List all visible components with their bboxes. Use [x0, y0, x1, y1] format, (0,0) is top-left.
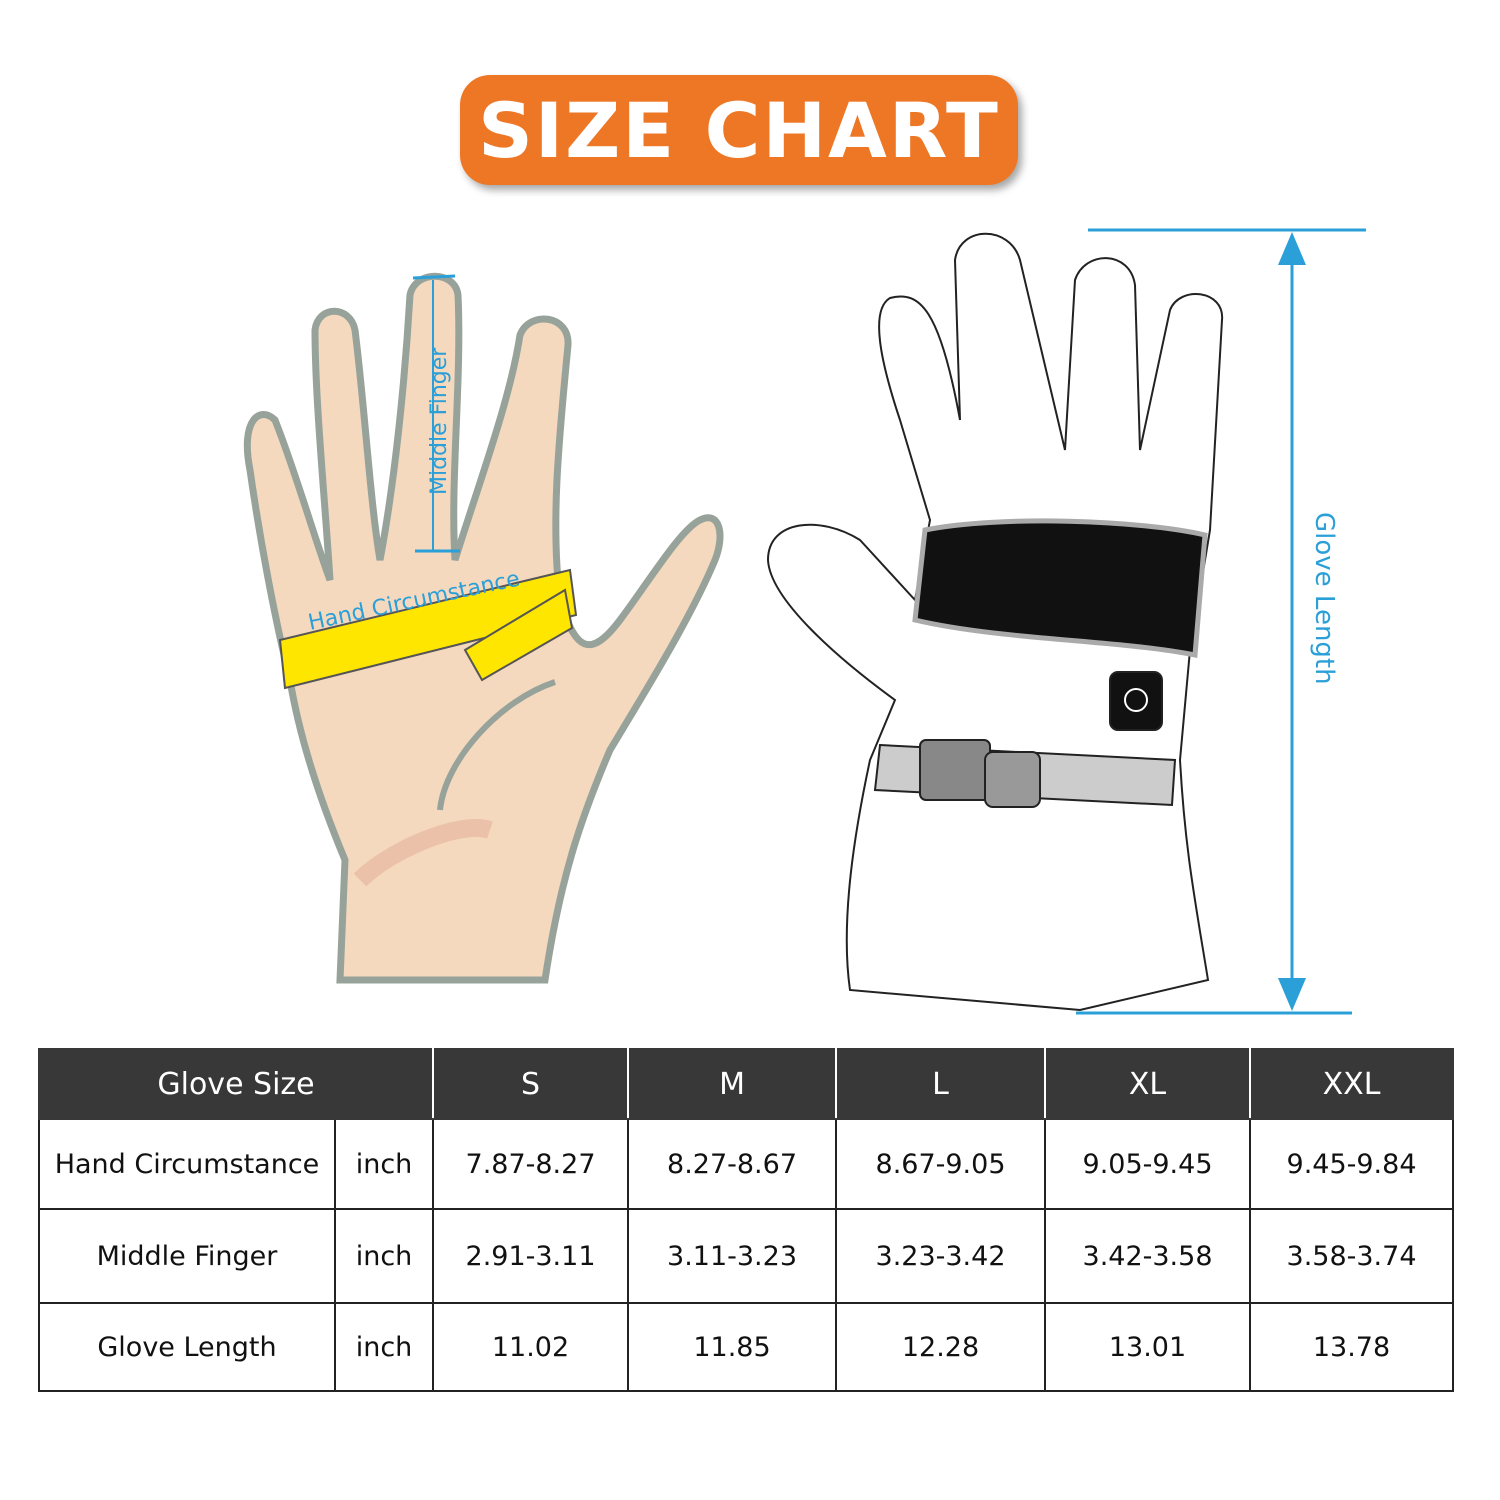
middle-finger-label: Middle Finger	[427, 347, 452, 495]
cell: 3.11-3.23	[627, 1208, 838, 1304]
row-label: Glove Length	[38, 1302, 336, 1392]
cell: 8.27-8.67	[627, 1118, 838, 1210]
glove-length-label: Glove Length	[1309, 512, 1339, 685]
size-table: Glove Size S M L XL XXL Hand Circumstanc…	[37, 1048, 1455, 1392]
row-unit: inch	[333, 1208, 435, 1304]
power-button-icon	[1109, 671, 1163, 731]
table-row: Middle Finger inch 2.91-3.11 3.11-3.23 3…	[38, 1208, 1455, 1304]
hand-illustration: Middle Finger Hand Circumstance	[243, 272, 724, 984]
header-size-s: S	[432, 1048, 630, 1120]
cell: 13.78	[1249, 1302, 1455, 1392]
illustration: Middle Finger Hand Circumstance Glove Le…	[243, 228, 1366, 1015]
cell: 13.01	[1044, 1302, 1252, 1392]
table-row: Hand Circumstance inch 7.87-8.27 8.27-8.…	[38, 1118, 1455, 1210]
row-label: Hand Circumstance	[38, 1118, 336, 1210]
row-unit: inch	[333, 1118, 435, 1210]
cell: 9.05-9.45	[1044, 1118, 1252, 1210]
cell: 3.58-3.74	[1249, 1208, 1455, 1304]
table-header-row: Glove Size S M L XL XXL	[37, 1048, 1455, 1120]
cell: 9.45-9.84	[1249, 1118, 1455, 1210]
cell: 11.85	[627, 1302, 838, 1392]
cell: 7.87-8.27	[432, 1118, 630, 1210]
header-size-xxl: XXL	[1249, 1048, 1455, 1120]
cell: 2.91-3.11	[432, 1208, 630, 1304]
cell: 8.67-9.05	[835, 1118, 1047, 1210]
header-size-xl: XL	[1044, 1048, 1252, 1120]
row-label: Middle Finger	[38, 1208, 336, 1304]
table-row: Glove Length inch 11.02 11.85 12.28 13.0…	[38, 1302, 1455, 1392]
cell: 12.28	[835, 1302, 1047, 1392]
page-title: SIZE CHART	[460, 75, 1018, 185]
header-size-m: M	[627, 1048, 838, 1120]
cell: 3.23-3.42	[835, 1208, 1047, 1304]
cell: 11.02	[432, 1302, 630, 1392]
glove-length-indicator: Glove Length	[1076, 228, 1366, 1015]
header-glove-size: Glove Size	[37, 1048, 435, 1120]
glove-illustration	[766, 232, 1224, 1012]
header-size-l: L	[835, 1048, 1047, 1120]
row-unit: inch	[333, 1302, 435, 1392]
cell: 3.42-3.58	[1044, 1208, 1252, 1304]
